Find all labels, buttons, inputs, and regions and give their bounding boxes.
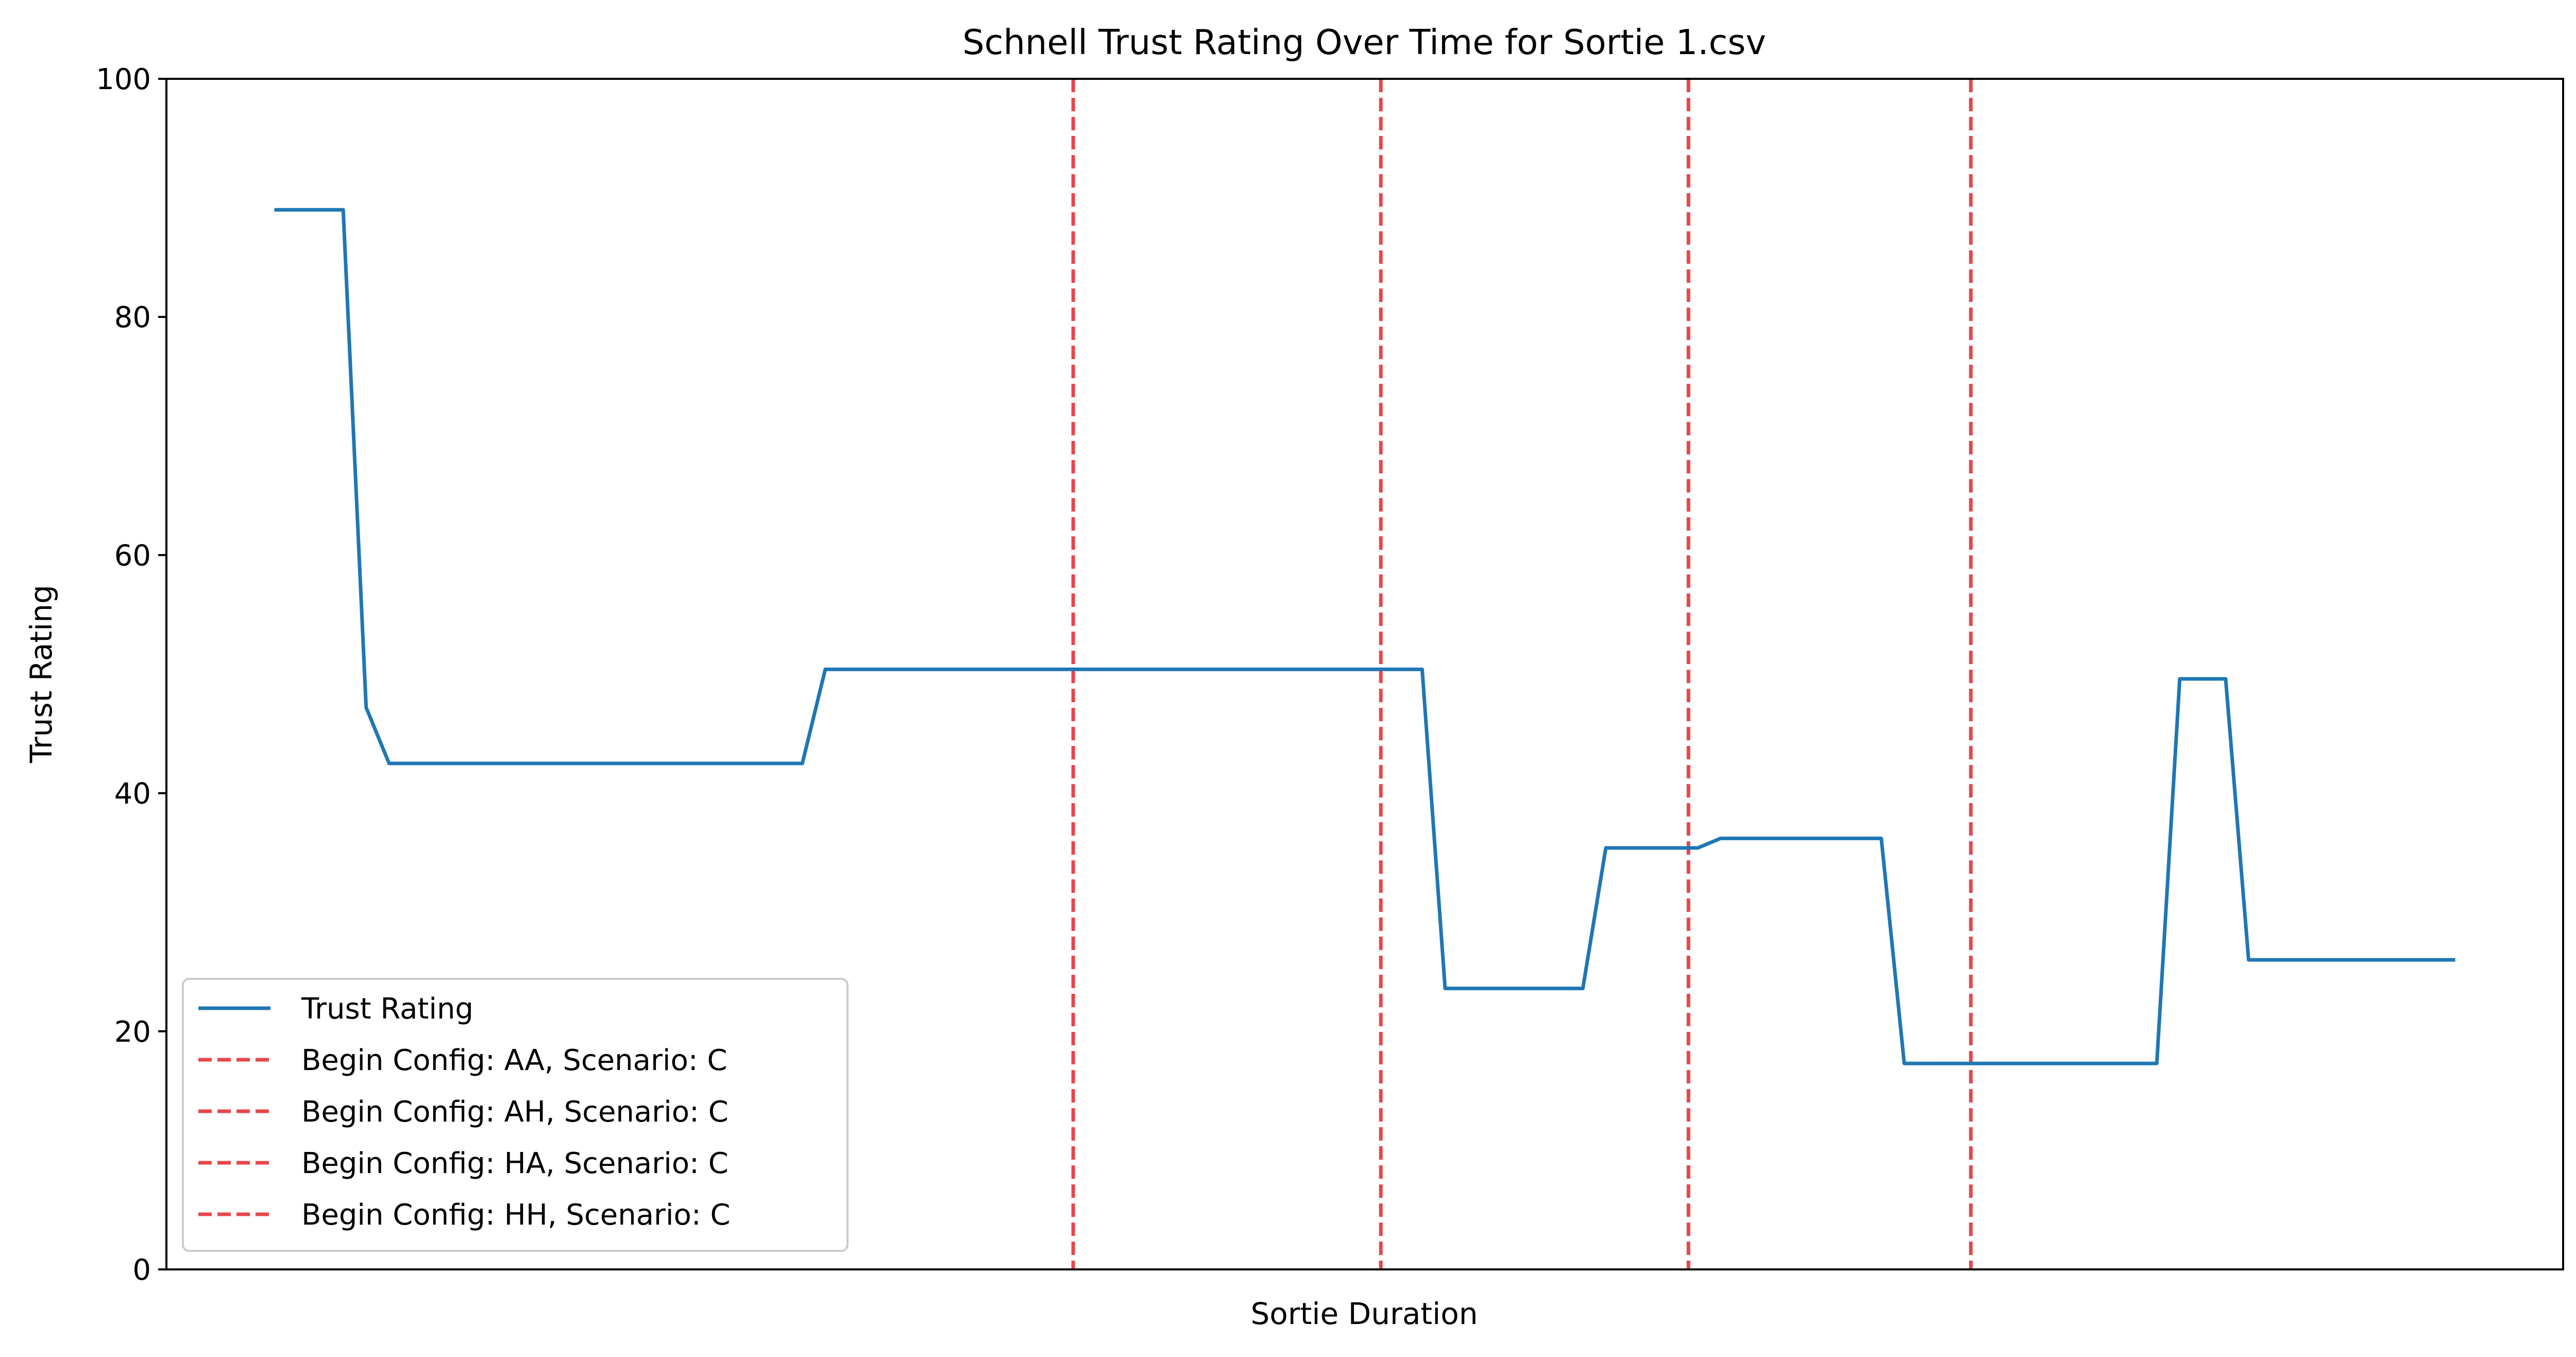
series-layer <box>274 208 2455 1065</box>
legend-label: Begin Config: HA, Scenario: C <box>301 1147 728 1180</box>
y-tick-label: 100 <box>96 63 151 96</box>
y-tick-label: 60 <box>114 539 151 572</box>
y-tick-label: 20 <box>114 1015 151 1049</box>
vlines-layer <box>1071 79 1973 1269</box>
y-tick-label: 0 <box>132 1253 151 1287</box>
legend-entries: Trust Rating Begin Config: AA, Scenario: … <box>198 992 731 1232</box>
legend-frame <box>182 978 849 1252</box>
legend-label: Trust Rating <box>301 992 473 1026</box>
trust-rating-line <box>274 208 2455 1065</box>
legend: Trust Rating Begin Config: AA, Scenario: … <box>182 978 849 1252</box>
plot-frame <box>165 78 2564 1270</box>
y-axis-label: Trust Rating <box>24 585 59 764</box>
y-axis: 0 20 40 60 80 100 <box>96 63 166 1287</box>
legend-label: Begin Config: AA, Scenario: C <box>301 1044 727 1077</box>
legend-label: Begin Config: AH, Scenario: C <box>301 1095 728 1129</box>
chart-title: Schnell Trust Rating Over Time for Sorti… <box>962 22 1766 62</box>
y-tick-label: 80 <box>114 301 151 334</box>
legend-label: Begin Config: HH, Scenario: C <box>301 1198 731 1232</box>
y-tick-label: 40 <box>114 777 151 811</box>
x-axis-label: Sortie Duration <box>1250 1296 1478 1331</box>
